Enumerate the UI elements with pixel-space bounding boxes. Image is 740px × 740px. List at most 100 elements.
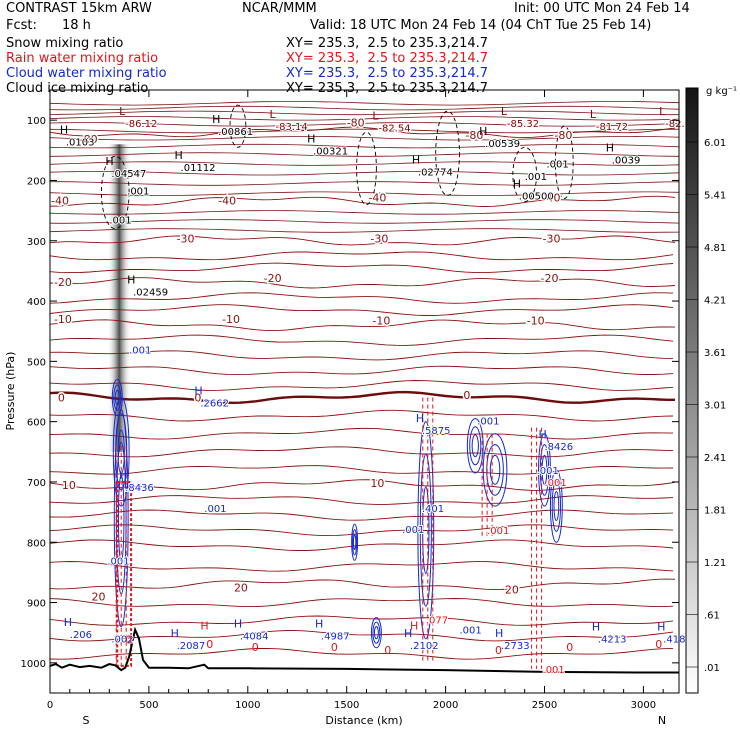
extremum-mark: H <box>105 155 113 168</box>
colorbar-tick-label: .01 <box>704 663 720 674</box>
temperature-label: -80 <box>465 129 483 142</box>
temperature-contour-line <box>50 262 674 274</box>
extremum-value: .001 <box>204 504 226 515</box>
temperature-label: -80 <box>347 117 365 130</box>
cloud-water-contour <box>111 378 123 417</box>
extremum-mark: L <box>372 109 379 122</box>
field-name-cloud-water: Cloud water mixing ratio <box>6 66 167 81</box>
extremum-mark: H <box>64 616 72 629</box>
extremum-value: .04547 <box>111 169 146 180</box>
extremum-value: -82.1 <box>665 119 691 130</box>
extremum-value: .02774 <box>418 167 453 178</box>
temperature-contour-line <box>50 171 679 176</box>
cloud-water-contour <box>482 433 508 507</box>
extremum-value: .001 <box>487 526 509 537</box>
y-tick-label: 900 <box>27 599 46 610</box>
cloud-water-contour <box>422 486 430 575</box>
temperature-label: 20 <box>92 591 106 604</box>
extremum-value: .001 <box>537 466 559 477</box>
temperature-contour-line <box>50 647 674 660</box>
temperature-contour-line <box>50 365 674 376</box>
temperature-contour-line <box>50 630 674 642</box>
extremum-value: .2087 <box>177 641 206 652</box>
x-tick-label: 1000 <box>235 700 260 711</box>
extremum-mark: H <box>495 627 503 640</box>
temperature-contour-line <box>50 304 674 316</box>
extremum-mark: H <box>606 141 614 154</box>
model-source: NCAR/MMM <box>242 1 317 16</box>
x-tick-label: 500 <box>139 700 158 711</box>
extremum-value: -86.12 <box>125 119 157 130</box>
temperature-contour-line <box>50 539 674 551</box>
y-tick-label: 600 <box>27 418 46 429</box>
extremum-value: .4084 <box>240 632 269 643</box>
terrain-surface <box>50 626 679 674</box>
cloud-water-contour <box>117 429 125 475</box>
rain-zero-mark: 0 <box>495 644 502 657</box>
temperature-contour-line <box>50 135 679 141</box>
temperature-label: 20 <box>505 583 519 596</box>
end-label-north: N <box>658 714 666 727</box>
extremum-value: .2662 <box>200 398 229 409</box>
extremum-value: .2102 <box>410 641 439 652</box>
field-xy-cloud-ice: XY= 235.3, 2.5 to 235.3,214.7 <box>286 81 489 96</box>
y-tick-label: 800 <box>27 538 46 549</box>
colorbar-unit: g kg⁻¹ <box>706 86 737 97</box>
extremum-value: .001 <box>544 478 566 489</box>
cloud-water-contour <box>553 491 560 522</box>
extremum-mark: L <box>659 105 666 118</box>
colorbar-tick-label: 6.01 <box>704 138 726 149</box>
y-tick-label: 100 <box>27 116 46 127</box>
colorbar-tick-label: 3.01 <box>704 401 726 412</box>
extremum-mark: H <box>171 627 179 640</box>
temperature-contour-line <box>50 228 679 233</box>
cloud-water-contour <box>352 529 358 556</box>
extremum-mark: H <box>416 412 424 425</box>
extremum-value: .5875 <box>422 426 451 437</box>
cloud-water-contour <box>469 426 482 466</box>
extremum-mark: H <box>404 627 412 640</box>
temperature-contour-line <box>50 446 674 458</box>
extremum-mark: H <box>212 113 220 126</box>
field-xy-snow: XY= 235.3, 2.5 to 235.3,214.7 <box>286 36 489 51</box>
temperature-contour-0 <box>50 390 675 405</box>
extremum-value: .00321 <box>313 146 348 157</box>
temperature-contour-line <box>50 251 674 261</box>
init-time: Init: 00 UTC Mon 24 Feb 14 <box>514 1 690 16</box>
temperature-contour-line <box>50 380 674 391</box>
x-tick-label: 2500 <box>532 700 557 711</box>
temperature-contour--80 <box>50 126 676 139</box>
temperature-contour-line <box>50 524 674 537</box>
temperature-label: -20 <box>264 272 282 285</box>
cloud-water-contour <box>549 469 563 543</box>
extremum-value: .02459 <box>133 287 168 298</box>
cloud-water-contour <box>489 454 501 485</box>
extremum-value: .0039 <box>612 155 641 166</box>
colorbar-tick-label: .61 <box>704 611 720 622</box>
valid-time: Valid: 18 UTC Mon 24 Feb 14 (04 ChT Tue … <box>310 18 652 33</box>
extremum-value: .01112 <box>181 163 216 174</box>
cloud-water-contour <box>466 418 484 474</box>
extremum-value: .0103 <box>66 137 95 148</box>
extremum-mark: H <box>234 618 242 631</box>
extremum-mark: H <box>538 428 546 441</box>
cloud-water-contour <box>471 434 479 458</box>
temperature-contour-line <box>50 409 674 422</box>
x-tick-label: 2000 <box>433 700 458 711</box>
temperature-label: -10 <box>54 313 72 326</box>
extremum-value: .00539 <box>485 139 520 150</box>
extremum-value: .001 <box>129 345 151 356</box>
field-name-rain: Rain water mixing ratio <box>6 51 159 66</box>
temperature-contour-line <box>50 334 674 346</box>
cloud-water-contour <box>417 421 435 640</box>
y-tick-label: 1000 <box>21 659 46 670</box>
temperature-label: 20 <box>234 581 248 594</box>
extremum-value: .8436 <box>125 483 154 494</box>
extremum-value: -83.14 <box>275 122 307 133</box>
snow-mixing-contour <box>512 146 538 203</box>
rain-zero-mark: 0 <box>206 638 213 651</box>
temperature-label: -30 <box>370 232 388 245</box>
snow-mixing-contour <box>356 131 377 206</box>
extremum-mark: H <box>412 153 420 166</box>
temperature-contour-line <box>50 122 679 127</box>
